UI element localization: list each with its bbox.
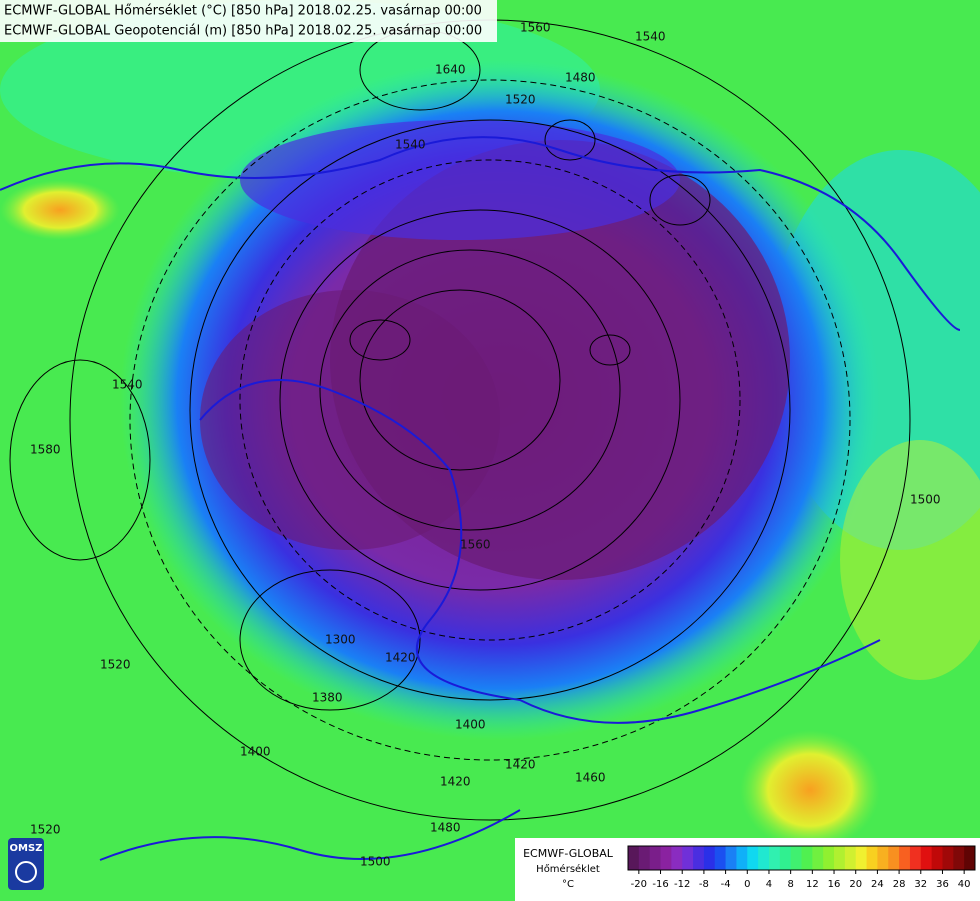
colorbar-bin <box>801 846 813 870</box>
colorbar-bin <box>834 846 846 870</box>
colorbar-tick-label: -16 <box>652 879 668 890</box>
colorbar-tick-label: 20 <box>849 879 862 890</box>
legend-unit: °C <box>562 879 574 890</box>
contour-label: 1520 <box>100 658 131 672</box>
logo-icon <box>15 861 37 883</box>
contour-label: 1540 <box>395 138 426 152</box>
colorbar-tick-label: -8 <box>699 879 709 890</box>
colorbar-bin <box>866 846 878 870</box>
contour-label: 1540 <box>635 30 666 44</box>
colorbar-bin <box>779 846 792 870</box>
colorbar-bin <box>823 846 835 870</box>
colorbar-bin <box>638 846 651 870</box>
contour-label: 1300 <box>325 633 356 647</box>
header-box <box>0 0 497 42</box>
colorbar-tick-label: -20 <box>631 879 647 890</box>
contour-label: 1420 <box>440 775 471 789</box>
contour-label: 1500 <box>910 493 941 507</box>
temperature-field <box>240 120 680 240</box>
colorbar-frame <box>627 845 976 871</box>
colorbar-bin <box>899 846 911 870</box>
colorbar-bin <box>758 846 770 870</box>
colorbar-tick-label: 32 <box>914 879 927 890</box>
contour-label: 1540 <box>112 378 143 392</box>
header-line: ECMWF-GLOBAL Hőmérséklet (°C) [850 hPa] … <box>4 4 482 19</box>
contour-label: 1520 <box>30 823 61 837</box>
colorbar-bin <box>693 846 705 870</box>
colorbar-tick-label: -4 <box>721 879 731 890</box>
colorbar-bin <box>790 846 802 870</box>
colorbar-bin <box>909 846 922 870</box>
colorbar-tick-label: 12 <box>806 879 819 890</box>
colorbar-bin <box>855 846 868 870</box>
temperature-field <box>200 290 500 550</box>
contour-label: 1400 <box>240 745 271 759</box>
colorbar-tick-label: 40 <box>958 879 971 890</box>
colorbar-bin <box>649 846 662 870</box>
contour-label: 1480 <box>565 71 596 85</box>
contour-label: 1500 <box>360 855 391 869</box>
coastlines <box>0 136 961 861</box>
colorbar-bin <box>920 846 933 870</box>
colorbar-bin <box>931 846 943 870</box>
colorbar-bin <box>964 846 976 870</box>
contour-label: 1480 <box>430 821 461 835</box>
colorbar-bin <box>844 846 857 870</box>
contour-label: 1420 <box>385 651 416 665</box>
colorbar-tick-label: 16 <box>828 879 841 890</box>
colorbar-bin <box>682 846 694 870</box>
legend-title: ECMWF-GLOBAL <box>523 847 614 860</box>
colorbar-tick-label: 4 <box>766 879 772 890</box>
contour-label: 1380 <box>312 691 343 705</box>
colorbar-bin <box>768 846 781 870</box>
temperature-field <box>740 730 880 850</box>
logo-text: OMSZ <box>10 843 43 854</box>
colorbar-bin <box>628 846 640 870</box>
colorbar-tick-label: -12 <box>674 879 690 890</box>
temperature-field <box>840 440 980 680</box>
colorbar-tick-label: 36 <box>936 879 949 890</box>
contour-label: 1640 <box>435 63 466 77</box>
colorbar-tick-label: 24 <box>871 879 884 890</box>
legend-subtitle: Hőmérséklet <box>536 863 600 875</box>
colorbar-bin <box>736 846 748 870</box>
contour-label: 1460 <box>575 771 606 785</box>
colorbar-bin <box>714 846 727 870</box>
colorbar-bin <box>812 846 824 870</box>
contour-label: 1520 <box>505 93 536 107</box>
contour-label: 1580 <box>30 443 61 457</box>
contour-label: 1420 <box>505 758 536 772</box>
temperature-field <box>0 180 120 240</box>
colorbar-bin <box>703 846 716 870</box>
contour-label: 1560 <box>460 538 491 552</box>
contour-label: 1560 <box>520 21 551 35</box>
colorbar-bin <box>747 846 759 870</box>
colorbar-bin <box>942 846 954 870</box>
colorbar-bin <box>671 846 683 870</box>
colorbar-tick-label: 28 <box>893 879 906 890</box>
colorbar-tick-label: 8 <box>787 879 793 890</box>
colorbar-bin <box>660 846 672 870</box>
colorbar-bin <box>725 846 737 870</box>
contour-label: 1400 <box>455 718 486 732</box>
header-line: ECMWF-GLOBAL Geopotenciál (m) [850 hPa] … <box>4 24 482 39</box>
colorbar-bin <box>877 846 889 870</box>
colorbar-bin <box>953 846 965 870</box>
colorbar-bin <box>888 846 900 870</box>
colorbar-tick-label: 0 <box>744 879 750 890</box>
